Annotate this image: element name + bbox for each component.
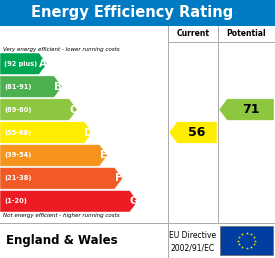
Polygon shape [169, 122, 217, 143]
Text: B: B [54, 82, 62, 92]
Text: Current: Current [177, 29, 210, 38]
Text: 56: 56 [188, 126, 206, 139]
Text: D: D [84, 127, 92, 138]
Text: (55-68): (55-68) [4, 130, 31, 135]
Text: EU Directive: EU Directive [169, 231, 217, 240]
Bar [220, 226, 273, 255]
Text: (21-38): (21-38) [4, 175, 32, 181]
Text: (81-91): (81-91) [4, 84, 32, 90]
Text: 2002/91/EC: 2002/91/EC [171, 244, 215, 253]
Text: (39-54): (39-54) [4, 152, 31, 158]
Polygon shape [0, 191, 138, 212]
Text: Energy Efficiency Rating: Energy Efficiency Rating [31, 5, 233, 20]
Polygon shape [0, 76, 62, 97]
Text: England & Wales: England & Wales [6, 234, 118, 247]
Text: (1-20): (1-20) [4, 198, 27, 204]
Polygon shape [0, 145, 108, 166]
Text: (69-80): (69-80) [4, 107, 32, 112]
Text: (92 plus): (92 plus) [4, 61, 37, 67]
Polygon shape [0, 122, 92, 143]
Text: C: C [69, 104, 77, 115]
Polygon shape [219, 99, 274, 120]
Text: A: A [39, 59, 47, 69]
Text: Not energy efficient - higher running costs: Not energy efficient - higher running co… [3, 213, 120, 218]
Polygon shape [0, 168, 123, 189]
Text: 71: 71 [242, 103, 259, 116]
Text: G: G [129, 196, 138, 206]
Polygon shape [0, 53, 47, 74]
Text: Potential: Potential [227, 29, 266, 38]
Bar [0, 0, 275, 26]
Polygon shape [0, 99, 77, 120]
Text: E: E [100, 150, 107, 160]
Text: F: F [115, 173, 122, 183]
Text: Very energy efficient - lower running costs: Very energy efficient - lower running co… [3, 47, 120, 52]
